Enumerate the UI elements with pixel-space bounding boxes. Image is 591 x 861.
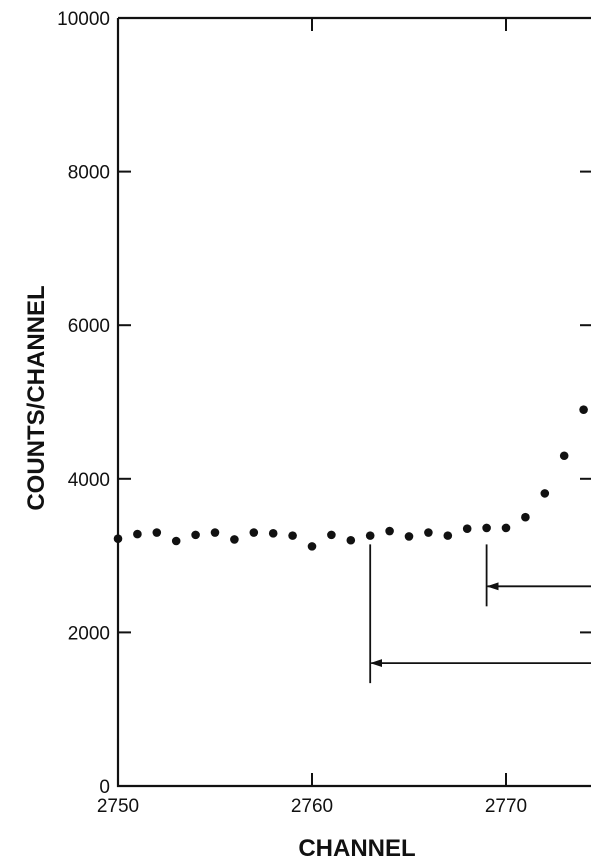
data-point: [268, 529, 278, 538]
data-point: [133, 529, 142, 539]
data-point: [327, 530, 336, 540]
data-point: [113, 534, 123, 544]
annotation-good: GOOD: [485, 544, 591, 607]
x-tick-label: 2770: [485, 796, 527, 817]
plot-frame: [116, 16, 591, 788]
data-point: [579, 405, 588, 414]
y-tick-label: 4000: [68, 470, 110, 491]
tick-labels: 2750276027702780279002000400060008000100…: [57, 9, 527, 817]
y-tick-label: 8000: [68, 163, 110, 184]
data-point: [385, 526, 394, 536]
x-tick-label: 2750: [97, 796, 139, 817]
data-point: [482, 523, 491, 533]
data-point: [307, 542, 317, 551]
y-tick-label: 2000: [68, 623, 110, 644]
data-point: [501, 523, 511, 533]
annotation-poor: POOR: [369, 544, 591, 684]
data-point: [191, 530, 200, 540]
data-point: [230, 535, 239, 544]
data-point: [171, 536, 181, 546]
data-point: [443, 531, 453, 540]
data-point: [540, 489, 550, 498]
y-tick-label: 10000: [57, 9, 110, 30]
x-axis-label: CHANNEL: [298, 835, 415, 861]
data-point: [346, 535, 356, 545]
y-tick-label: 6000: [68, 316, 110, 337]
ticks: [117, 17, 591, 787]
x-tick-label: 2760: [291, 796, 333, 817]
data-points: [113, 405, 588, 551]
data-point: [152, 528, 162, 537]
y-axis-label: COUNTS/CHANNEL: [23, 285, 50, 510]
annotations: GOODPOOR: [369, 544, 591, 684]
data-point: [521, 512, 530, 522]
data-point: [462, 524, 472, 534]
data-point: [365, 531, 375, 540]
data-point: [210, 528, 220, 537]
y-tick-label: 0: [99, 777, 110, 798]
data-point: [424, 528, 433, 537]
data-point: [559, 451, 569, 461]
data-point: [288, 531, 297, 540]
axes: [116, 16, 591, 788]
data-point: [404, 532, 414, 541]
data-point: [249, 528, 259, 537]
